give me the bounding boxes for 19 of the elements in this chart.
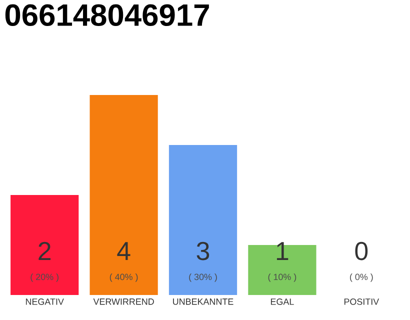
annotation: 1: [276, 242, 288, 260]
data-label: ( 30% ): [189, 274, 217, 282]
x-tick-label: POSITIV: [344, 298, 380, 305]
bar: [90, 95, 158, 295]
x-tick-label: UNBEKANNTE: [173, 298, 234, 305]
chart-title: 066148046917: [5, 4, 209, 26]
bar: [168, 145, 238, 295]
data-label: ( 20% ): [30, 274, 58, 282]
annotation: 2: [38, 242, 51, 260]
annotation: 4: [117, 242, 130, 260]
data-label: ( 10% ): [268, 274, 296, 282]
annotation: 0: [355, 242, 368, 260]
data-label: ( 40% ): [110, 274, 138, 282]
annotation: 3: [196, 242, 210, 260]
data-label: ( 0% ): [350, 274, 373, 282]
bar: [10, 195, 79, 295]
x-tick-label: VERWIRREND: [93, 298, 154, 305]
x-tick-label: NEGATIV: [26, 298, 64, 305]
x-tick-label: EGAL: [270, 298, 294, 305]
